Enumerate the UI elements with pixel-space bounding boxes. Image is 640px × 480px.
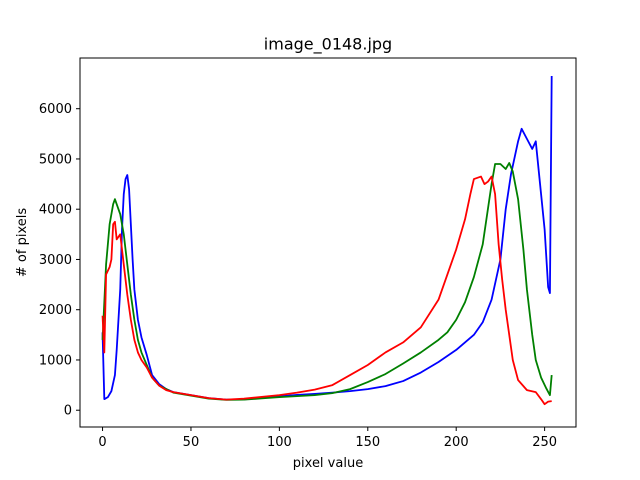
x-tick-label: 100 (267, 435, 292, 450)
y-tick-label: 0 (64, 404, 72, 419)
x-tick-label: 50 (183, 435, 200, 450)
y-tick-label: 5000 (39, 152, 72, 167)
series-line-1 (101, 162, 553, 401)
series-line-2 (101, 175, 552, 406)
x-tick-label: 200 (444, 435, 469, 450)
plot-frame (79, 57, 577, 428)
y-tick-label: 1000 (39, 353, 72, 368)
x-tick-label: 0 (98, 435, 106, 450)
x-tick-label: 150 (355, 435, 380, 450)
x-axis-label: pixel value (293, 456, 363, 471)
x-tick-label: 250 (532, 435, 557, 450)
y-tick-label: 2000 (39, 303, 72, 318)
y-tick-label: 4000 (39, 203, 72, 218)
chart-title: image_0148.jpg (264, 35, 392, 55)
y-tick-label: 3000 (39, 253, 72, 268)
y-tick-label: 6000 (39, 102, 72, 117)
y-axis-label: # of pixels (15, 208, 30, 277)
